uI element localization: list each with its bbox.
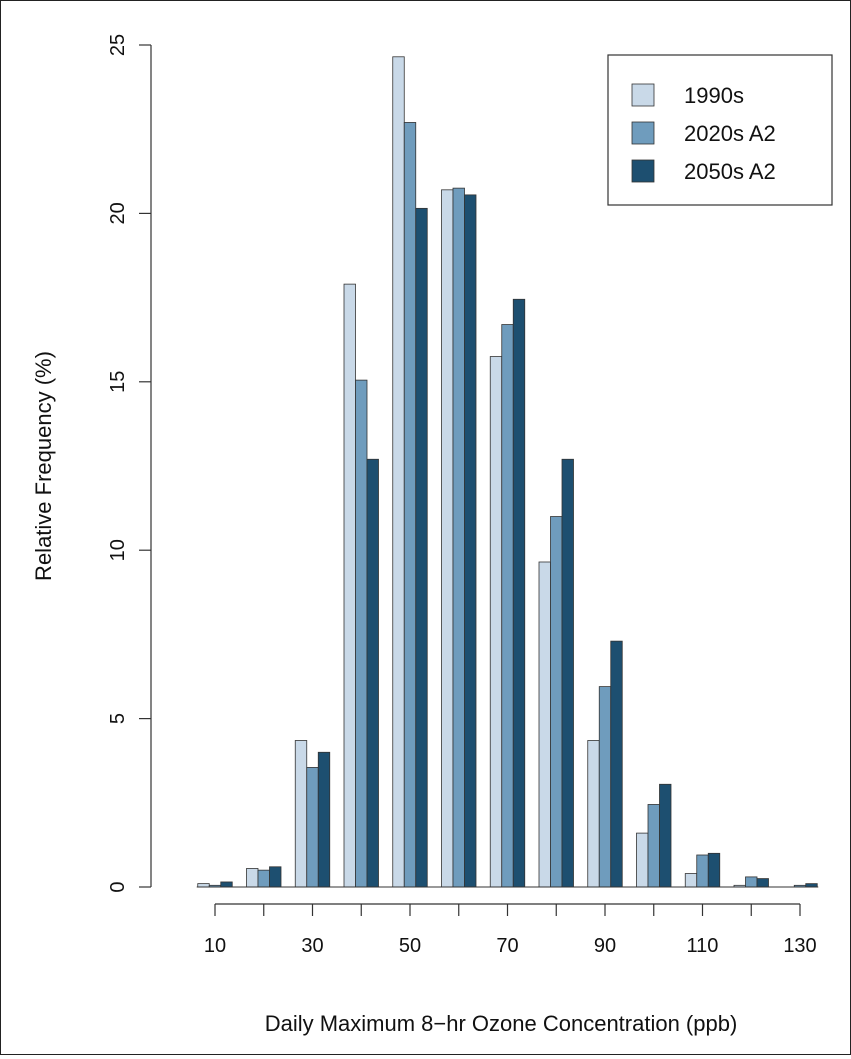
y-axis-title: Relative Frequency (%) <box>31 351 56 581</box>
legend-label-1990s: 1990s <box>684 83 744 108</box>
x-tick-label-90: 90 <box>594 935 616 957</box>
x-tick-label-110: 110 <box>687 935 719 957</box>
bar-1990s-90 <box>587 740 600 888</box>
bars-group <box>196 56 819 888</box>
bar-1990s-80 <box>538 561 551 888</box>
legend: 1990s 2020s A2 2050s A2 <box>607 54 833 206</box>
y-tick-label-5: 5 <box>107 713 129 724</box>
y-tick-label-15: 15 <box>107 371 129 393</box>
y-tick-label-25: 25 <box>107 34 129 56</box>
bar-1990s-70 <box>489 356 503 888</box>
legend-swatch-1990s <box>631 83 655 107</box>
legend-swatch-2050s-a2 <box>631 159 655 183</box>
x-tick-label-10: 10 <box>204 935 226 957</box>
bar-2020s-a2-100 <box>647 804 660 888</box>
bar-2020s-a2-110 <box>696 854 709 888</box>
bar-1990s-100 <box>636 832 649 888</box>
legend-swatch-2020s-a2 <box>631 121 655 145</box>
bar-2020s-a2-50 <box>403 122 417 888</box>
bar-2050s-a2-30 <box>317 751 331 888</box>
bar-2050s-a2-50 <box>415 207 428 888</box>
y-tick-label-20: 20 <box>107 202 129 224</box>
bar-2050s-a2-90 <box>610 640 623 888</box>
bar-1990s-40 <box>343 283 356 888</box>
x-tick-label-130: 130 <box>783 935 816 957</box>
bar-1990s-30 <box>294 740 308 888</box>
bar-2050s-a2-40 <box>366 458 379 888</box>
bar-2050s-a2-130 <box>805 883 818 888</box>
bar-2050s-a2-20 <box>269 866 282 888</box>
bar-2050s-a2-110 <box>707 852 721 888</box>
bar-2020s-a2-40 <box>355 379 368 888</box>
bar-2050s-a2-70 <box>512 298 526 888</box>
bar-1990s-110 <box>684 873 698 888</box>
bar-2020s-a2-60 <box>452 187 465 888</box>
bar-1990s-60 <box>441 189 454 888</box>
x-axis: 10 30 50 70 90 110 130 <box>204 903 817 957</box>
legend-label-2050s-a2: 2050s A2 <box>684 159 776 184</box>
bar-1990s-20 <box>246 868 259 888</box>
x-axis-title: Daily Maximum 8−hr Ozone Concentration (… <box>265 1011 738 1036</box>
bar-2050s-a2-80 <box>561 458 574 888</box>
bar-2020s-a2-20 <box>257 869 270 888</box>
bar-2020s-a2-80 <box>550 516 563 888</box>
bar-2020s-a2-120 <box>745 876 758 888</box>
y-tick-label-0: 0 <box>107 881 129 892</box>
bar-2050s-a2-100 <box>659 783 672 888</box>
y-tick-label-10: 10 <box>107 539 129 561</box>
bar-1990s-10 <box>197 883 210 888</box>
bar-2020s-a2-30 <box>306 767 319 888</box>
bar-1990s-50 <box>392 56 405 888</box>
legend-label-2020s-a2: 2020s A2 <box>684 121 776 146</box>
bar-2020s-a2-90 <box>598 686 612 888</box>
y-axis: 0 5 10 15 20 25 <box>107 34 152 893</box>
bar-2050s-a2-10 <box>220 881 233 888</box>
x-tick-label-70: 70 <box>496 935 518 957</box>
x-tick-label-30: 30 <box>301 935 323 957</box>
x-tick-label-50: 50 <box>399 935 421 957</box>
bar-2020s-a2-70 <box>501 324 514 888</box>
bar-2050s-a2-60 <box>464 194 477 888</box>
bar-2050s-a2-120 <box>756 878 769 888</box>
